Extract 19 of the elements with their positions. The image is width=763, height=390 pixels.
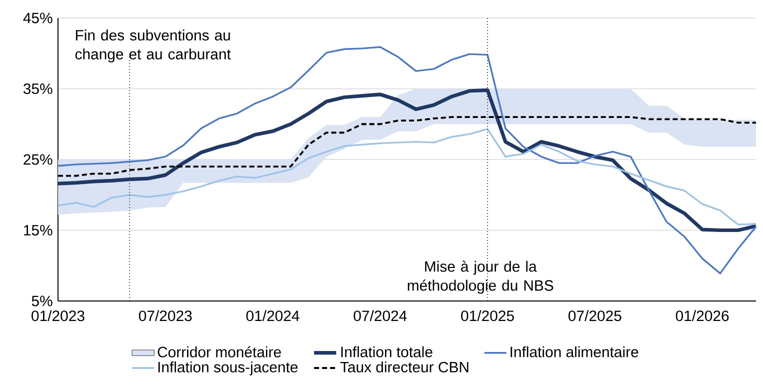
x-tick-label: 07/2025 <box>568 310 622 322</box>
x-tick-label: 07/2023 <box>138 310 192 322</box>
legend-label: Inflation sous-jacente <box>158 361 298 376</box>
ref-line-label: Mise à jour de la méthodologie du NBS <box>408 260 554 294</box>
x-tick-label: 01/2023 <box>32 310 84 322</box>
legend-label: Taux directeur CBN <box>340 361 468 372</box>
x-tick-label: 07/2024 <box>354 310 407 322</box>
y-tick-label: 25% <box>24 154 52 165</box>
y-tick-label: 15% <box>24 225 52 236</box>
legend-label: Corridor monétaire <box>158 346 281 358</box>
x-tick-label: 01/2026 <box>676 310 729 322</box>
y-tick-label: 35% <box>23 83 52 94</box>
y-tick-label: 45% <box>23 12 52 24</box>
legend-label: Inflation totale <box>341 346 432 358</box>
x-tick-label: 01/2025 <box>461 310 514 322</box>
ref-line-label: Fin des subventions au change et au carburant <box>75 30 231 62</box>
y-tick-label: 5% <box>32 296 52 306</box>
x-tick-label: 01/2024 <box>246 310 300 322</box>
legend-label: Inflation alimentaire <box>510 346 638 358</box>
